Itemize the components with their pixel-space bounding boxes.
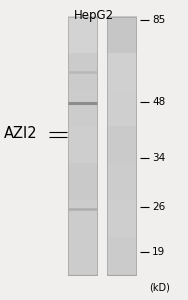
Text: 19: 19 [152, 247, 165, 257]
Text: (kD): (kD) [149, 282, 170, 292]
Bar [107, 16, 136, 274]
Bar [68, 16, 97, 274]
Text: HepG2: HepG2 [74, 9, 114, 22]
Text: AZI2: AZI2 [4, 126, 37, 141]
Text: 48: 48 [152, 97, 165, 107]
Bar [68, 16, 97, 274]
Bar [107, 16, 136, 274]
Text: 26: 26 [152, 202, 165, 212]
Text: 85: 85 [152, 15, 165, 26]
Text: 34: 34 [152, 152, 165, 163]
